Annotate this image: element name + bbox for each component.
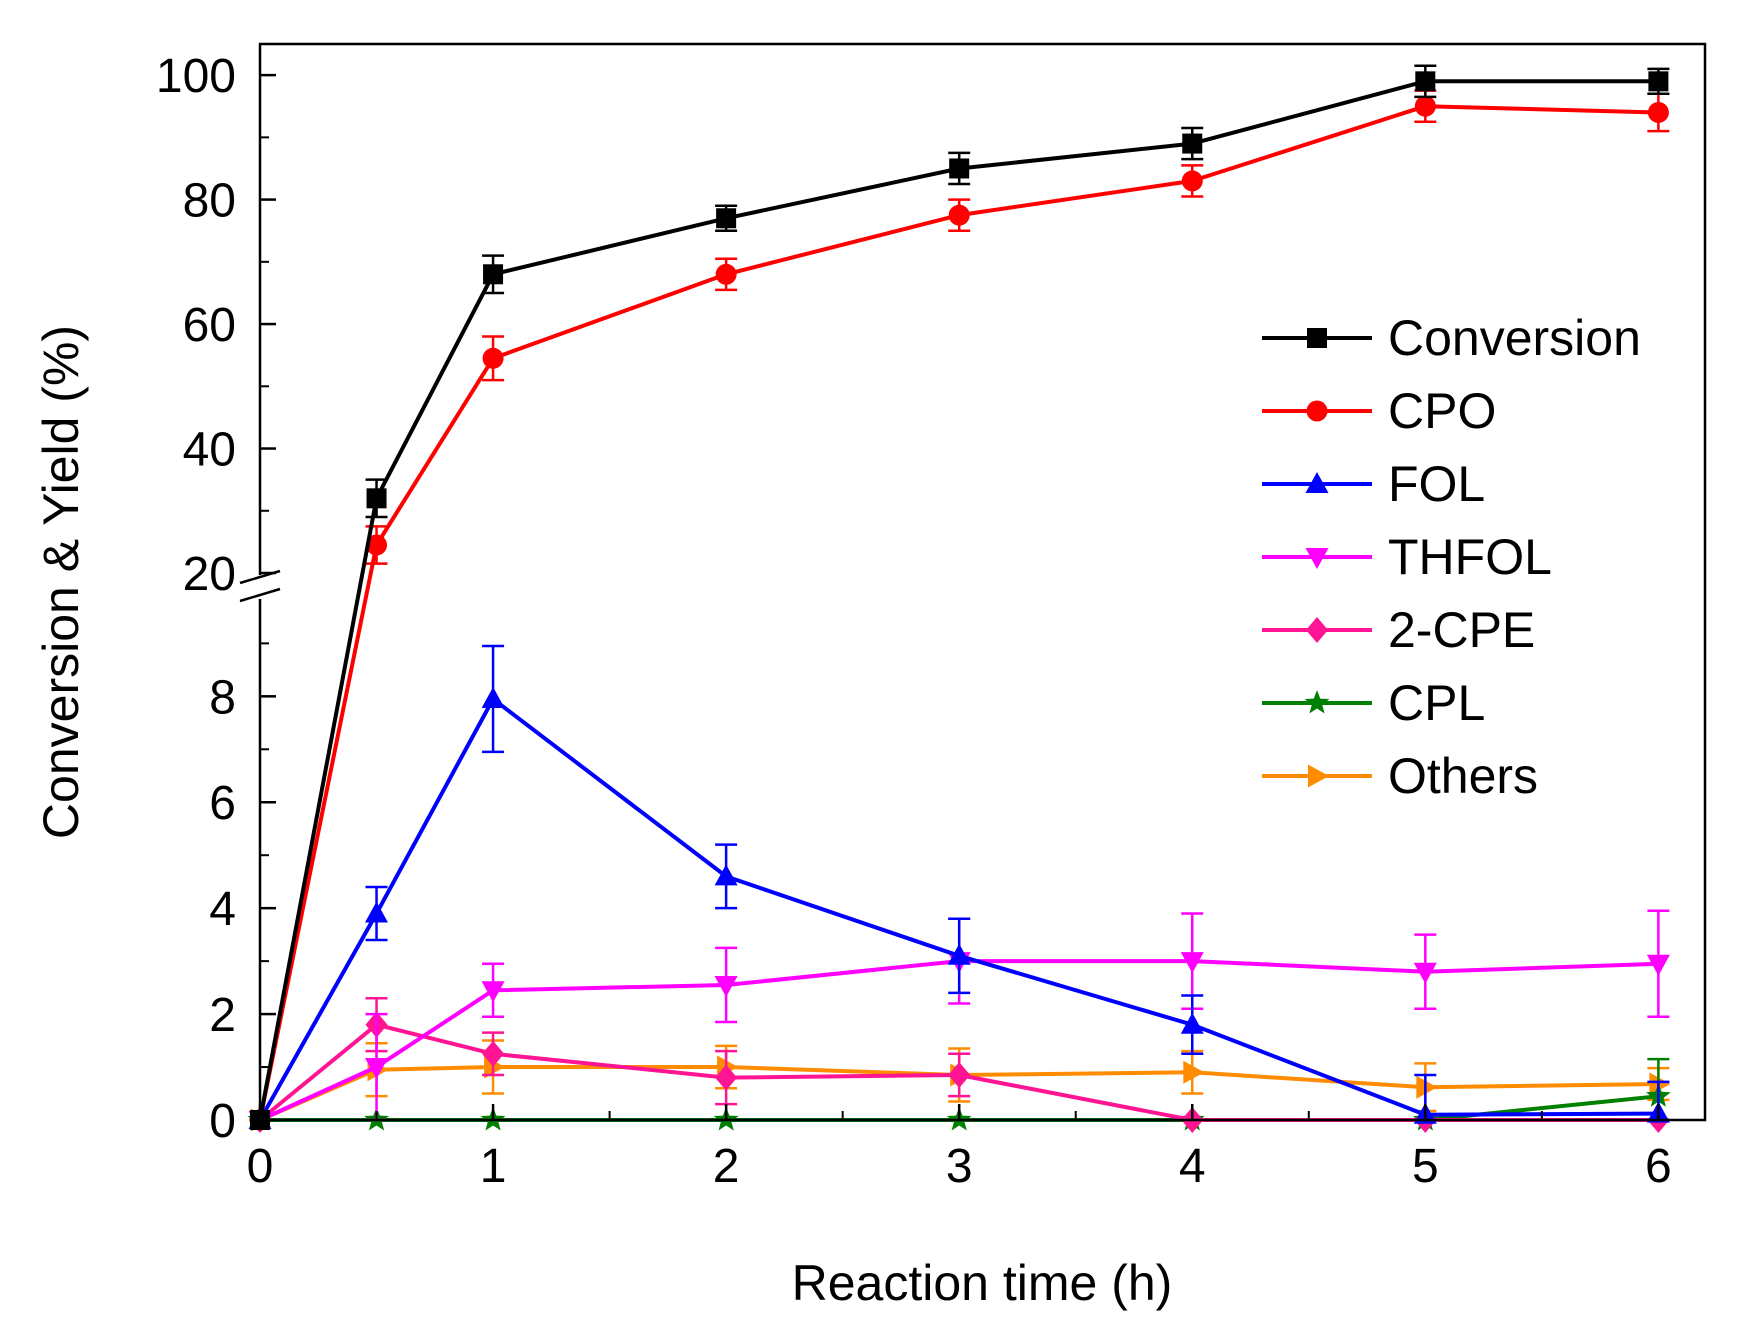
legend-label: FOL: [1388, 456, 1485, 512]
legend-label: Others: [1388, 748, 1538, 804]
data-point: [482, 1040, 505, 1067]
data-point: [366, 488, 387, 509]
data-point: [1182, 133, 1203, 154]
series-line: [259, 1065, 1659, 1122]
series-line: [258, 697, 1659, 1121]
data-point: [1647, 101, 1669, 123]
plot-area: [247, 64, 1671, 1133]
series-line: [259, 959, 1659, 1122]
data-point: [1413, 962, 1437, 984]
x-tick-label: 3: [946, 1140, 973, 1193]
data-point: [715, 263, 737, 285]
legend-label: Conversion: [1388, 310, 1641, 366]
data-point: [948, 204, 970, 226]
y-tick-label: 80: [183, 175, 236, 228]
x-tick-label: 5: [1412, 1140, 1439, 1193]
data-point: [714, 976, 738, 997]
legend-item: CPO: [1262, 383, 1496, 439]
legend-marker: [1305, 548, 1329, 569]
legend-label: CPO: [1388, 383, 1496, 439]
y-tick-label: 6: [209, 777, 236, 830]
legend-item: FOL: [1262, 456, 1485, 512]
data-point: [365, 901, 388, 923]
y-tick-label: 0: [209, 1095, 236, 1148]
data-point: [483, 264, 504, 285]
data-point: [1180, 1012, 1204, 1034]
data-point: [481, 981, 505, 1003]
data-point: [1415, 71, 1436, 92]
y-tick-label: 4: [209, 883, 236, 936]
data-point: [948, 1062, 971, 1088]
data-point: [1181, 170, 1203, 192]
axis-break-slash: [239, 587, 281, 603]
y-tick-label: 100: [156, 50, 236, 103]
y-tick-label: 2: [209, 989, 236, 1042]
x-tick-label: 0: [247, 1140, 274, 1193]
data-point: [1414, 95, 1436, 117]
y-tick-label: 40: [183, 424, 236, 477]
y-tick-label: 20: [183, 548, 236, 601]
x-axis-label: Reaction time (h): [792, 1255, 1173, 1311]
legend-marker: [1304, 690, 1330, 714]
axis-break-slash: [239, 569, 281, 585]
data-point: [365, 1058, 388, 1079]
data-point: [714, 864, 738, 886]
data-point: [1649, 1072, 1671, 1096]
series-line: [258, 104, 1659, 1121]
data-point: [716, 208, 737, 229]
legend-item: THFOL: [1262, 529, 1552, 585]
y-tick-label: 60: [183, 299, 236, 352]
x-tick-label: 4: [1179, 1140, 1206, 1193]
legend-marker: [1306, 400, 1328, 422]
series-line: [258, 79, 1659, 1121]
legend-item: Conversion: [1262, 310, 1641, 366]
legend-label: CPL: [1388, 675, 1485, 731]
x-tick-label: 6: [1645, 1140, 1672, 1193]
legend-item: 2-CPE: [1262, 602, 1535, 658]
data-point: [949, 158, 970, 179]
legend-marker: [1308, 764, 1329, 788]
data-point: [481, 687, 505, 708]
data-point: [366, 534, 388, 556]
y-axis-label: Conversion & Yield (%): [33, 325, 89, 839]
data-point: [1646, 954, 1670, 976]
legend-label: THFOL: [1388, 529, 1552, 585]
data-point: [947, 943, 971, 965]
series-conversion: [250, 64, 1670, 1130]
x-tick-label: 2: [713, 1140, 740, 1193]
legend-marker: [1307, 328, 1327, 348]
legend: Conversion CPO FOL THFOL 2-CPE CPL Others: [1262, 310, 1641, 804]
y-tick-label: 8: [209, 671, 236, 724]
data-point: [715, 1064, 738, 1091]
legend-marker: [1306, 617, 1328, 643]
data-point: [1648, 71, 1669, 92]
data-point: [1183, 1060, 1205, 1084]
x-tick-label: 1: [480, 1140, 507, 1193]
data-point: [482, 347, 504, 369]
legend-marker: [1305, 472, 1329, 493]
legend-label: 2-CPE: [1388, 602, 1535, 658]
data-point: [1180, 952, 1204, 974]
data-point: [1416, 1075, 1438, 1099]
legend-item: CPL: [1262, 675, 1485, 731]
legend-item: Others: [1262, 748, 1538, 804]
